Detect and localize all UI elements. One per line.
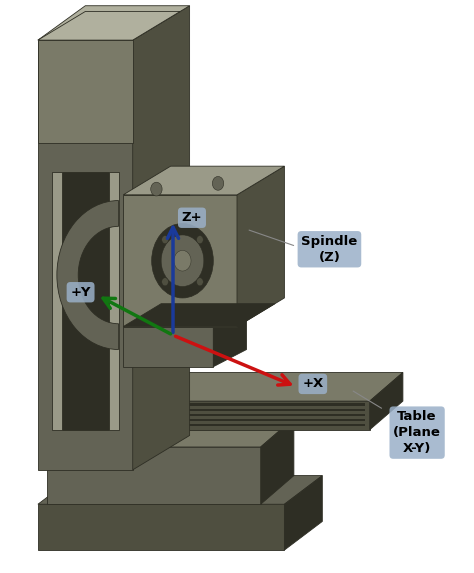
Polygon shape [38, 476, 322, 504]
Circle shape [162, 236, 168, 244]
Polygon shape [123, 327, 213, 367]
Polygon shape [71, 424, 365, 426]
Polygon shape [38, 11, 180, 40]
Polygon shape [66, 372, 403, 401]
Circle shape [152, 223, 213, 298]
Polygon shape [38, 40, 133, 470]
Circle shape [197, 236, 203, 244]
Polygon shape [123, 195, 237, 327]
Polygon shape [66, 401, 370, 430]
Circle shape [212, 176, 224, 190]
Polygon shape [38, 40, 133, 143]
Polygon shape [38, 504, 284, 550]
Polygon shape [71, 409, 365, 411]
Text: Z+: Z+ [182, 211, 202, 224]
Text: +X: +X [302, 378, 323, 390]
Circle shape [162, 278, 168, 286]
Polygon shape [370, 372, 403, 430]
Polygon shape [47, 418, 294, 447]
Circle shape [197, 278, 203, 286]
Text: Table
(Plane
X-Y): Table (Plane X-Y) [393, 410, 441, 455]
Circle shape [161, 235, 204, 286]
Polygon shape [123, 304, 275, 327]
Polygon shape [71, 403, 365, 406]
Wedge shape [57, 201, 118, 350]
Polygon shape [237, 166, 284, 327]
Polygon shape [52, 172, 62, 430]
Polygon shape [109, 172, 118, 430]
Polygon shape [71, 419, 365, 421]
Polygon shape [66, 372, 100, 430]
Polygon shape [47, 447, 261, 504]
Circle shape [151, 182, 162, 196]
Polygon shape [71, 414, 365, 416]
Polygon shape [62, 172, 109, 430]
Polygon shape [123, 166, 284, 195]
Circle shape [174, 250, 191, 271]
Polygon shape [133, 6, 190, 470]
Polygon shape [38, 6, 190, 40]
Text: Spindle
(Z): Spindle (Z) [301, 235, 357, 264]
Polygon shape [284, 476, 322, 550]
Polygon shape [261, 418, 294, 504]
Polygon shape [213, 309, 246, 367]
Text: +Y: +Y [70, 286, 91, 299]
